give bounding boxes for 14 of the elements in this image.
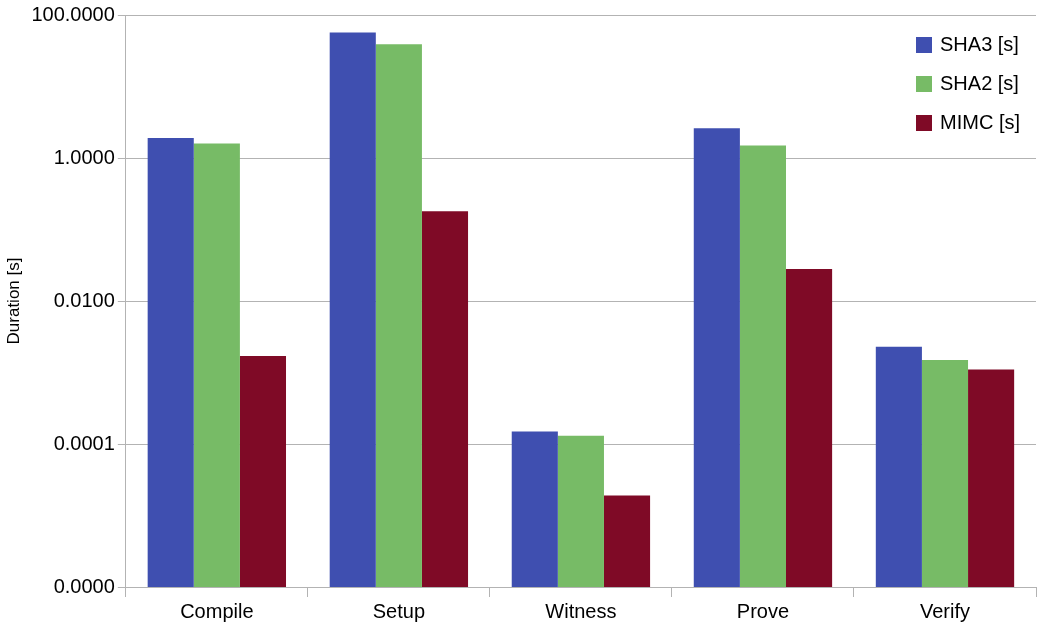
y-tick-label: 0.0001 [53,431,115,454]
y-tick-label: 100.0000 [31,2,115,25]
x-tick-label: Compile [180,599,254,622]
x-tick-label: Verify [919,599,970,622]
legend-label: SHA3 [s] [940,32,1019,55]
legend-label: SHA2 [s] [940,71,1019,94]
y-tick-label: 1.0000 [53,145,115,168]
y-tick-label: 0.0100 [53,288,115,311]
x-tick-label: Witness [545,599,617,622]
y-axis-title: Duration [s] [3,257,23,345]
x-tick-label: Setup [372,599,426,622]
legend-label: MIMC [s] [940,110,1021,133]
y-tick-label: 0.0000 [53,574,115,597]
x-tick-label: Prove [736,599,790,622]
